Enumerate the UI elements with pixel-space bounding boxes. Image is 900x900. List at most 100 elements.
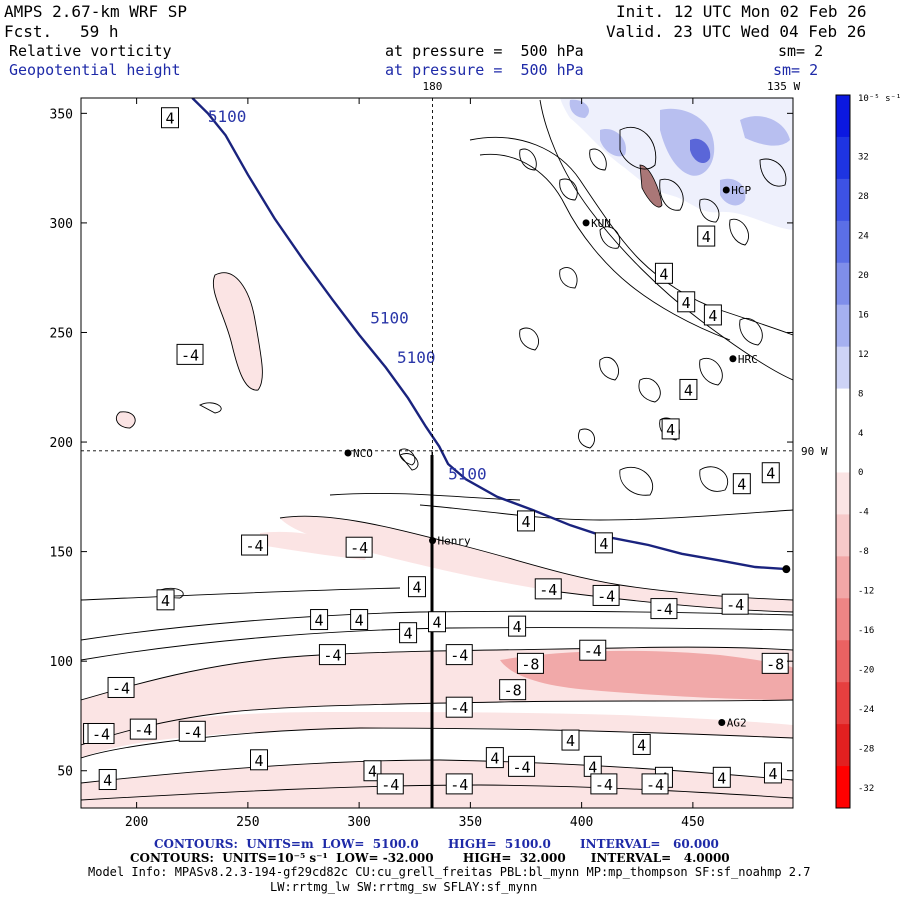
svg-text:-4: -4 xyxy=(646,776,664,794)
y-tick-label: 300 xyxy=(50,217,73,232)
vorticity-contour-label: -8 xyxy=(516,652,544,674)
vorticity-contour-label: -4 xyxy=(445,644,473,666)
y-tick-label: 150 xyxy=(50,546,73,561)
svg-text:-4: -4 xyxy=(539,581,557,599)
colorbar-segment xyxy=(836,472,850,515)
station-kun: KUN xyxy=(582,217,611,230)
vorticity-contour-label: 4 xyxy=(583,755,602,777)
colorbar-segment xyxy=(836,388,850,432)
svg-text:-8: -8 xyxy=(521,655,539,673)
colorbar-segment xyxy=(836,136,850,180)
vorticity-contour-label: -4 xyxy=(87,722,115,744)
svg-text:-4: -4 xyxy=(112,679,130,697)
svg-text:4: 4 xyxy=(165,110,174,128)
vorticity-contour-label: -4 xyxy=(641,773,669,795)
svg-text:4: 4 xyxy=(355,612,364,630)
colorbar-label: 28 xyxy=(858,192,869,202)
svg-text:4: 4 xyxy=(702,228,711,246)
svg-text:4: 4 xyxy=(103,772,112,790)
field2-name: Geopotential height xyxy=(9,61,181,79)
colorbar-segment xyxy=(836,304,850,348)
svg-text:4: 4 xyxy=(432,614,441,632)
vorticity-contour-label: 4 xyxy=(485,747,504,769)
colorbar-label: 32 xyxy=(858,152,869,162)
svg-text:-4: -4 xyxy=(92,725,110,743)
vorticity-contour-label: -4 xyxy=(241,534,269,556)
svg-text:KUN: KUN xyxy=(591,217,611,230)
vorticity-contour-label: 4 xyxy=(508,615,527,637)
svg-text:4: 4 xyxy=(708,307,717,325)
svg-text:4: 4 xyxy=(161,592,170,610)
vorticity-contour-label: -8 xyxy=(761,652,789,674)
colorbar-label: -24 xyxy=(858,705,874,715)
colorbar-label: 0 xyxy=(858,468,863,478)
vorticity-contour-label: 4 xyxy=(677,291,696,313)
svg-text:4: 4 xyxy=(490,750,499,768)
svg-text:-4: -4 xyxy=(584,642,602,660)
vorticity-contour-label: 4 xyxy=(399,622,418,644)
y-tick-label: 200 xyxy=(50,436,73,451)
colorbar-label: 12 xyxy=(858,350,869,360)
svg-text:-4: -4 xyxy=(595,776,613,794)
vorticity-contour-label: 4 xyxy=(363,760,382,782)
vorticity-contour-label: 4 xyxy=(763,762,782,784)
station-hcp: HCP xyxy=(722,184,751,197)
svg-text:-8: -8 xyxy=(504,682,522,700)
colorbar-label: -20 xyxy=(858,666,874,676)
colorbar-frame xyxy=(835,94,851,809)
colorbar-units: 10⁻⁵ s⁻¹ xyxy=(858,94,900,104)
height-contour-label: 5100 xyxy=(370,309,409,328)
geopotential-5100-contour xyxy=(191,98,787,571)
svg-text:4: 4 xyxy=(659,265,668,283)
plot-frame xyxy=(80,97,794,809)
svg-text:4: 4 xyxy=(682,294,691,312)
vorticity-contour-label: 4 xyxy=(98,769,117,791)
vorticity-contour-label: 4 xyxy=(679,378,698,400)
svg-text:4: 4 xyxy=(566,732,575,750)
svg-text:HRC: HRC xyxy=(738,353,758,366)
svg-text:4: 4 xyxy=(737,476,746,494)
vorticity-contour-label: 4 xyxy=(407,576,426,598)
vorticity-contour-label: -4 xyxy=(318,644,346,666)
colorbar-segment xyxy=(836,682,850,725)
model-title: AMPS 2.67-km WRF SP xyxy=(4,2,188,21)
colorbar-segment xyxy=(836,514,850,557)
height-contour-label: 5100 xyxy=(208,107,247,126)
colorbar-segment xyxy=(836,766,850,809)
vorticity-contour-label: 4 xyxy=(703,304,722,326)
field1-level: at pressure = 500 hPa xyxy=(385,42,584,60)
vorticity-contour-label: -4 xyxy=(534,578,562,600)
colorbar-segment xyxy=(836,598,850,641)
parallel-label: 90 W xyxy=(801,445,828,458)
svg-text:-4: -4 xyxy=(181,346,199,364)
vorticity-contour-label: 4 xyxy=(654,262,673,284)
svg-text:Henry: Henry xyxy=(438,535,471,548)
svg-text:4: 4 xyxy=(684,381,693,399)
colorbar-label: 24 xyxy=(858,231,869,241)
colorbar-segment xyxy=(836,220,850,264)
svg-text:4: 4 xyxy=(599,535,608,553)
svg-text:HCP: HCP xyxy=(731,184,751,197)
vorticity-contour-label: 4 xyxy=(156,589,175,611)
colorbar-segment xyxy=(836,262,850,306)
y-tick-label: 100 xyxy=(50,655,73,670)
x-tick-label: 300 xyxy=(347,815,370,830)
height-contour-label: 5100 xyxy=(448,464,487,483)
vorticity-contour-label: 4 xyxy=(712,766,731,788)
svg-text:4: 4 xyxy=(513,618,522,636)
svg-text:-4: -4 xyxy=(450,647,468,665)
colorbar-label: 20 xyxy=(858,271,869,281)
svg-text:-4: -4 xyxy=(323,647,341,665)
station-nco: NCO xyxy=(344,447,373,460)
vorticity-contour-label: -4 xyxy=(721,593,749,615)
vorticity-contour-info: CONTOURS: UNITS=10⁻⁵ s⁻¹ LOW= -32.000 HI… xyxy=(130,851,730,865)
colorbar-label: -4 xyxy=(858,508,869,518)
vorticity-contour-label: -4 xyxy=(376,773,404,795)
svg-text:4: 4 xyxy=(315,612,324,630)
vorticity-contour-label: -4 xyxy=(345,536,373,558)
y-tick-label: 50 xyxy=(57,765,73,780)
field1-smoothing: sm= 2 xyxy=(778,42,824,60)
height-contour-info: CONTOURS: UNITS=m LOW= 5100.0 HIGH= 5100… xyxy=(154,837,719,851)
colorbar-segment xyxy=(836,556,850,599)
